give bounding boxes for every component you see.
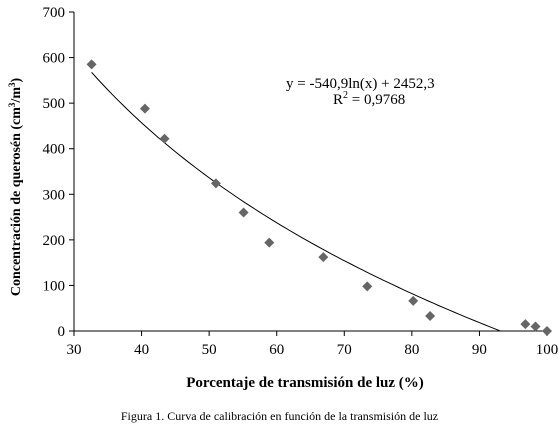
- r-squared: R2 = 0,9768: [333, 90, 405, 108]
- figure-caption: Figura 1. Curva de calibración en funció…: [120, 409, 439, 423]
- data-point: [86, 59, 97, 70]
- trendline-equation: y = -540,9ln(x) + 2452,3: [286, 76, 435, 92]
- data-point: [362, 281, 373, 292]
- data-point: [425, 310, 436, 321]
- y-tick-label: 200: [43, 233, 66, 249]
- y-tick-label: 0: [58, 324, 66, 340]
- data-point: [530, 321, 541, 332]
- x-tick-label: 70: [337, 342, 352, 358]
- data-point: [264, 237, 275, 248]
- x-tick-label: 50: [202, 342, 217, 358]
- data-point: [238, 207, 249, 218]
- scatter-chart: 0 100 200 300 400 500 600 700 30 40 50 60 70 80 90 100…: [7, 5, 559, 391]
- x-tick-label: 60: [269, 342, 284, 358]
- data-point: [408, 295, 419, 306]
- x-tick-label: 30: [67, 342, 82, 358]
- data-point: [318, 252, 329, 263]
- y-tick-label: 100: [43, 278, 66, 294]
- data-point: [159, 133, 170, 144]
- x-tick-label: 90: [472, 342, 487, 358]
- x-tick-label: 40: [134, 342, 149, 358]
- y-tick-label: 700: [43, 5, 66, 21]
- data-point: [542, 326, 552, 336]
- x-tick-label: 100: [536, 342, 559, 358]
- data-point: [210, 178, 221, 189]
- y-tick-label: 300: [43, 187, 66, 203]
- y-axis-title: Concentración de querosén (cm3/m3): [7, 78, 24, 297]
- y-tick-label: 600: [43, 51, 66, 67]
- y-tick-label: 500: [43, 96, 66, 112]
- x-axis-title: Porcentaje de transmisión de luz (%): [186, 375, 424, 391]
- trendline: [91, 71, 500, 332]
- data-point: [139, 103, 150, 114]
- x-tick-label: 80: [404, 342, 419, 358]
- y-tick-label: 400: [43, 142, 66, 158]
- data-point: [520, 319, 531, 330]
